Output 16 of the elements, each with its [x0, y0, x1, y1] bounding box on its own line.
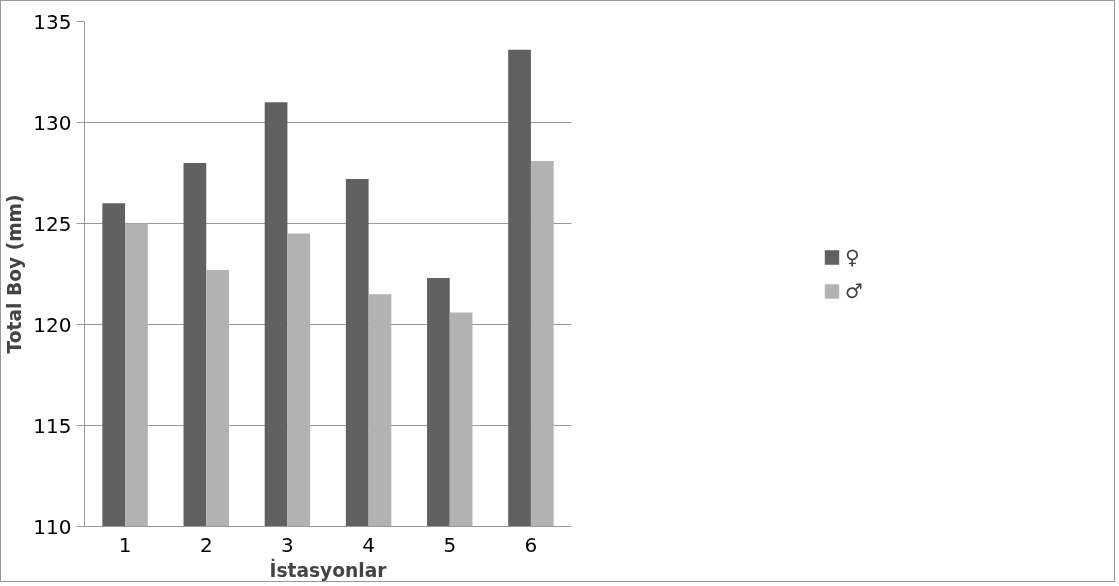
- y-tick-label: 130: [33, 110, 72, 135]
- legend-label: ♂: [845, 278, 864, 303]
- y-tick-label: 115: [33, 413, 72, 438]
- x-tick-label: 4: [362, 532, 375, 557]
- x-tick-label: 6: [524, 532, 538, 557]
- legend-label: ♀: [845, 244, 861, 269]
- x-tick-label: 5: [443, 532, 457, 557]
- x-axis-title: İstasyonlar: [269, 557, 388, 581]
- y-tick-label: 135: [33, 9, 72, 34]
- y-axis-title: Total Boy (mm): [4, 194, 26, 354]
- y-tick-label: 125: [33, 211, 72, 236]
- y-tick-label: 110: [33, 514, 72, 539]
- x-tick-label: 2: [199, 532, 213, 557]
- x-tick-label: 3: [281, 532, 294, 557]
- y-tick-label: 120: [33, 312, 72, 337]
- x-tick-label: 1: [118, 532, 132, 557]
